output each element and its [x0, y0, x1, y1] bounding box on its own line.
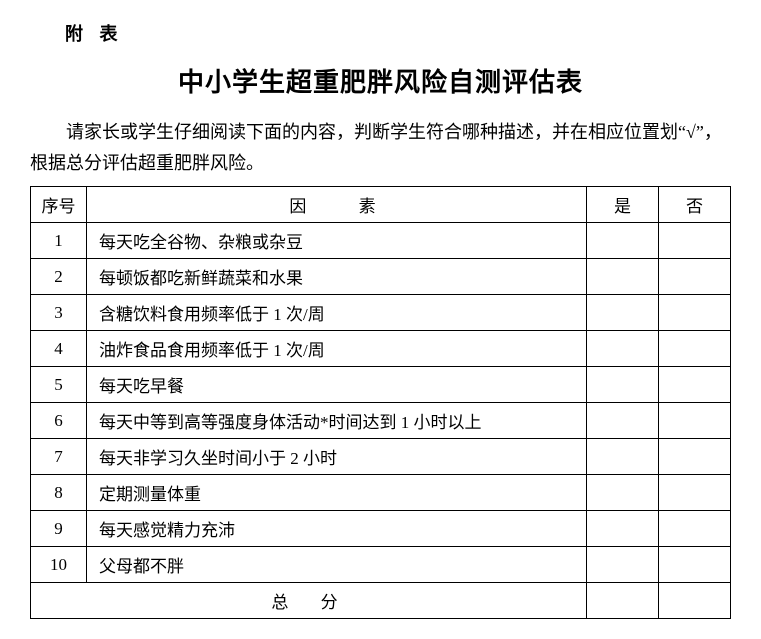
attachment-label: 附 表: [65, 20, 731, 46]
cell-yes[interactable]: [587, 547, 659, 583]
cell-factor: 每天中等到高等强度身体活动*时间达到 1 小时以上: [87, 403, 587, 439]
cell-num: 2: [31, 259, 87, 295]
table-row: 1 每天吃全谷物、杂粮或杂豆: [31, 223, 731, 259]
cell-no[interactable]: [659, 367, 731, 403]
cell-factor: 每顿饭都吃新鲜蔬菜和水果: [87, 259, 587, 295]
cell-num: 10: [31, 547, 87, 583]
cell-num: 8: [31, 475, 87, 511]
table-row: 8 定期测量体重: [31, 475, 731, 511]
table-header-row: 序号 因 素 是 否: [31, 187, 731, 223]
header-no: 否: [659, 187, 731, 223]
cell-num: 1: [31, 223, 87, 259]
cell-factor: 油炸食品食用频率低于 1 次/周: [87, 331, 587, 367]
cell-no[interactable]: [659, 295, 731, 331]
cell-no[interactable]: [659, 547, 731, 583]
cell-yes[interactable]: [587, 223, 659, 259]
cell-num: 5: [31, 367, 87, 403]
page-title: 中小学生超重肥胖风险自测评估表: [30, 62, 731, 99]
cell-no[interactable]: [659, 403, 731, 439]
table-body: 1 每天吃全谷物、杂粮或杂豆 2 每顿饭都吃新鲜蔬菜和水果 3 含糖饮料食用频率…: [31, 223, 731, 619]
cell-yes[interactable]: [587, 367, 659, 403]
cell-no[interactable]: [659, 259, 731, 295]
header-num: 序号: [31, 187, 87, 223]
table-row: 9 每天感觉精力充沛: [31, 511, 731, 547]
total-no[interactable]: [659, 583, 731, 619]
table-row: 3 含糖饮料食用频率低于 1 次/周: [31, 295, 731, 331]
cell-num: 3: [31, 295, 87, 331]
cell-num: 7: [31, 439, 87, 475]
table-row: 7 每天非学习久坐时间小于 2 小时: [31, 439, 731, 475]
cell-factor: 定期测量体重: [87, 475, 587, 511]
cell-factor: 父母都不胖: [87, 547, 587, 583]
table-total-row: 总 分: [31, 583, 731, 619]
total-yes[interactable]: [587, 583, 659, 619]
table-row: 5 每天吃早餐: [31, 367, 731, 403]
header-factor: 因 素: [87, 187, 587, 223]
instructions-text: 请家长或学生仔细阅读下面的内容，判断学生符合哪种描述，并在相应位置划“√”，根据…: [30, 117, 731, 178]
cell-factor: 每天吃全谷物、杂粮或杂豆: [87, 223, 587, 259]
cell-factor: 含糖饮料食用频率低于 1 次/周: [87, 295, 587, 331]
cell-yes[interactable]: [587, 331, 659, 367]
cell-no[interactable]: [659, 223, 731, 259]
cell-num: 4: [31, 331, 87, 367]
total-label: 总 分: [31, 583, 587, 619]
cell-no[interactable]: [659, 331, 731, 367]
table-row: 2 每顿饭都吃新鲜蔬菜和水果: [31, 259, 731, 295]
cell-yes[interactable]: [587, 475, 659, 511]
cell-yes[interactable]: [587, 403, 659, 439]
cell-num: 9: [31, 511, 87, 547]
cell-yes[interactable]: [587, 511, 659, 547]
cell-yes[interactable]: [587, 439, 659, 475]
cell-no[interactable]: [659, 439, 731, 475]
cell-yes[interactable]: [587, 259, 659, 295]
header-yes: 是: [587, 187, 659, 223]
table-row: 4 油炸食品食用频率低于 1 次/周: [31, 331, 731, 367]
cell-factor: 每天吃早餐: [87, 367, 587, 403]
cell-num: 6: [31, 403, 87, 439]
cell-no[interactable]: [659, 511, 731, 547]
table-row: 6 每天中等到高等强度身体活动*时间达到 1 小时以上: [31, 403, 731, 439]
cell-factor: 每天感觉精力充沛: [87, 511, 587, 547]
assessment-table: 序号 因 素 是 否 1 每天吃全谷物、杂粮或杂豆 2 每顿饭都吃新鲜蔬菜和水果…: [30, 186, 731, 619]
cell-no[interactable]: [659, 475, 731, 511]
table-row: 10 父母都不胖: [31, 547, 731, 583]
cell-yes[interactable]: [587, 295, 659, 331]
cell-factor: 每天非学习久坐时间小于 2 小时: [87, 439, 587, 475]
